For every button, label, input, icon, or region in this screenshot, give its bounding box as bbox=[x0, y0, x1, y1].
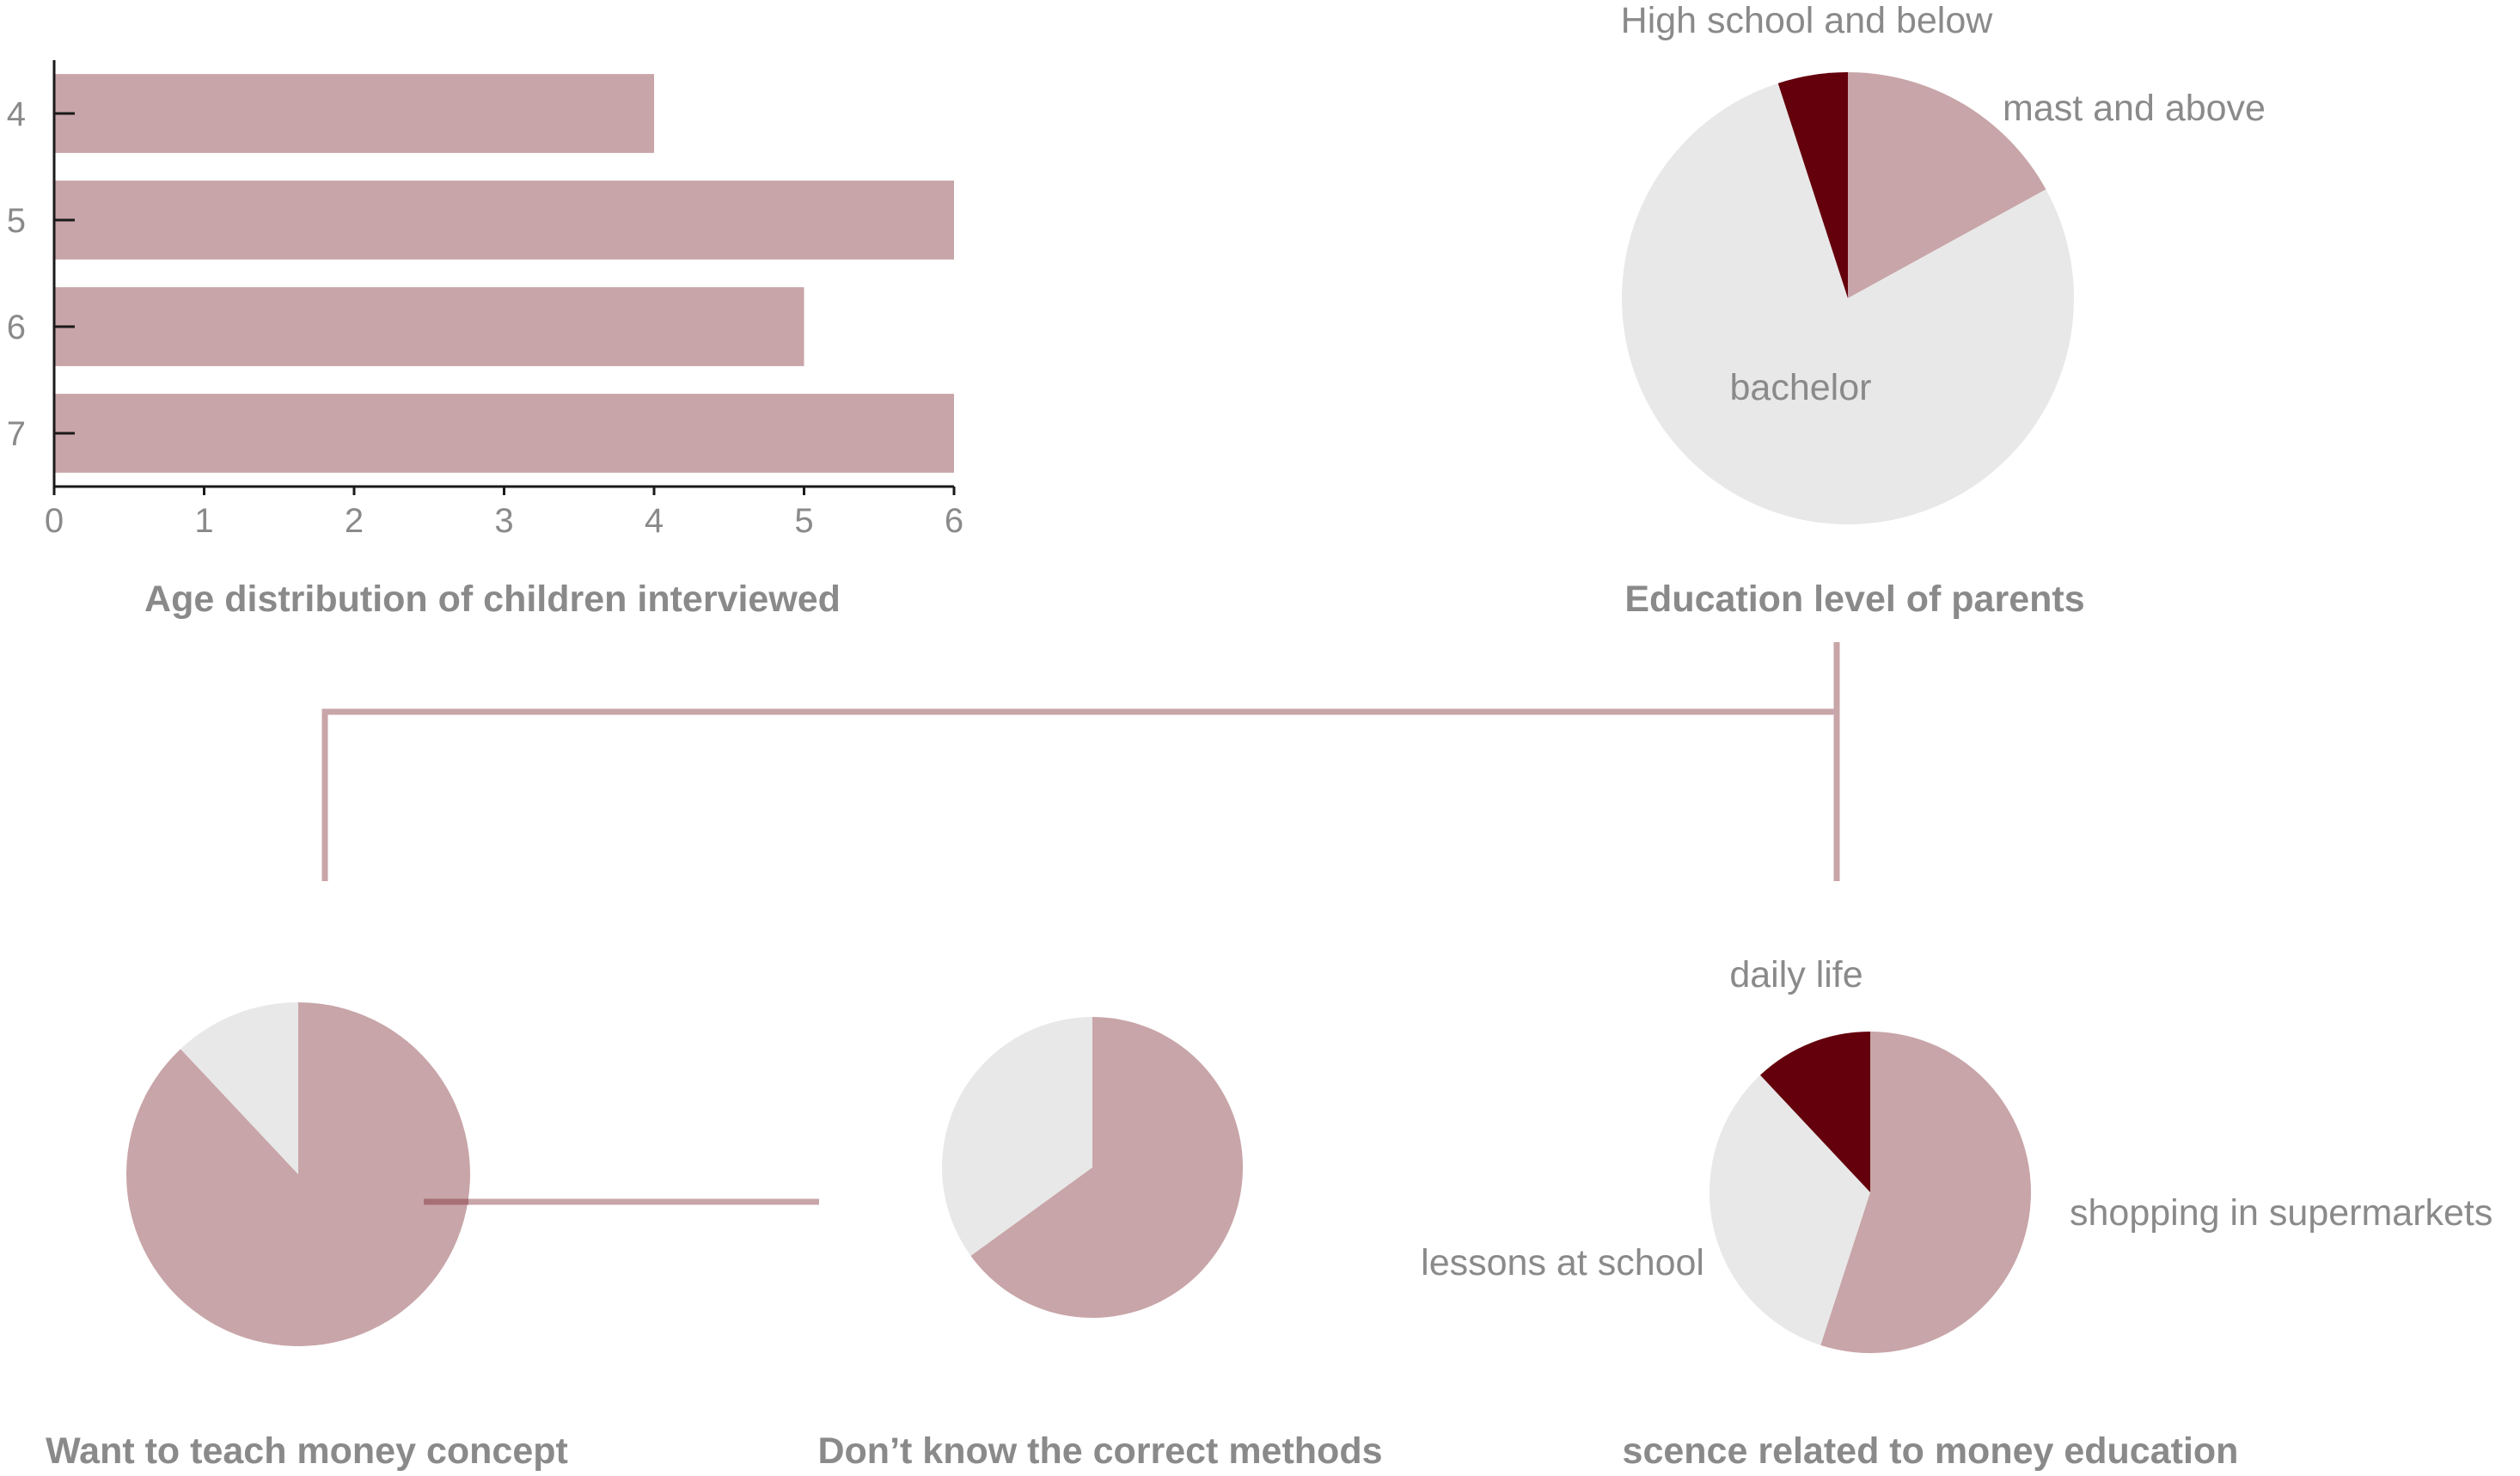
scene-slice-1 bbox=[1710, 1075, 1870, 1345]
dont-know-pie-chart: Don’t know the correct methods bbox=[817, 1017, 1383, 1472]
bar-age-4 bbox=[54, 74, 654, 153]
education-slice-0 bbox=[1848, 72, 2046, 298]
chart-title-want-teach: Want to teach money concept bbox=[46, 1430, 568, 1472]
bar-age-5 bbox=[54, 181, 954, 260]
x-tick-label: 1 bbox=[194, 502, 213, 540]
dont-know-pie-slices bbox=[942, 1017, 1243, 1318]
education-pie-slices bbox=[1622, 72, 2074, 524]
chart-title-dont-know: Don’t know the correct methods bbox=[817, 1430, 1382, 1472]
x-tick-label: 3 bbox=[494, 502, 513, 540]
scene-slice-2 bbox=[1759, 1032, 1870, 1192]
chart-title-education: Education level of parents bbox=[1624, 579, 2084, 620]
bar-age-7 bbox=[54, 394, 954, 473]
chart-title-age: Age distribution of children interviewed bbox=[144, 579, 841, 620]
bar-group bbox=[54, 74, 954, 473]
y-tick-label: 4 bbox=[7, 95, 26, 133]
bar-age-6 bbox=[54, 287, 804, 366]
age-bar-chart: 4 5 6 7 0 1 2 3 4 5 6 Age distribution of children… bbox=[7, 60, 963, 620]
want-teach-pie-slices bbox=[125, 1002, 471, 1346]
education-slice-1 bbox=[1622, 83, 2074, 524]
scene-pie-slices bbox=[1710, 1032, 2031, 1353]
x-tick-label: 2 bbox=[345, 502, 364, 540]
scene-pie-chart: shopping in supermarkets lessons at scho… bbox=[1421, 954, 2492, 1472]
want-teach-slice-1 bbox=[180, 1002, 298, 1174]
scene-slice-0 bbox=[1820, 1032, 2031, 1353]
dont-know-slice-0 bbox=[970, 1017, 1243, 1318]
slice-label-shopping: shopping in supermarkets bbox=[2070, 1192, 2492, 1234]
slice-label-daily-life: daily life bbox=[1729, 954, 1862, 995]
education-pie-chart: mast and above bachelor High school and … bbox=[1621, 0, 2266, 620]
connector-lines bbox=[321, 642, 1840, 1205]
y-tick-label: 6 bbox=[7, 309, 26, 346]
dont-know-slice-1 bbox=[942, 1017, 1092, 1256]
chart-title-scene: scence related to money education bbox=[1623, 1430, 2239, 1472]
x-tick-label: 6 bbox=[945, 502, 963, 540]
bar-tick-group: 4 5 6 7 0 1 2 3 4 5 6 bbox=[7, 95, 963, 540]
connector-bracket bbox=[321, 708, 1837, 881]
slice-label-high-school: High school and below bbox=[1621, 0, 1994, 41]
education-slice-2 bbox=[1777, 72, 1848, 298]
x-tick-label: 0 bbox=[45, 502, 64, 540]
slice-label-bachelor: bachelor bbox=[1730, 367, 1872, 408]
y-tick-label: 5 bbox=[7, 202, 26, 240]
x-tick-label: 5 bbox=[794, 502, 813, 540]
y-tick-label: 7 bbox=[7, 415, 26, 453]
want-teach-pie-chart: Want to teach money concept bbox=[46, 1002, 568, 1472]
slice-label-lessons: lessons at school bbox=[1421, 1242, 1704, 1283]
slice-label-master: mast and above bbox=[2003, 88, 2266, 129]
x-tick-label: 4 bbox=[645, 502, 664, 540]
